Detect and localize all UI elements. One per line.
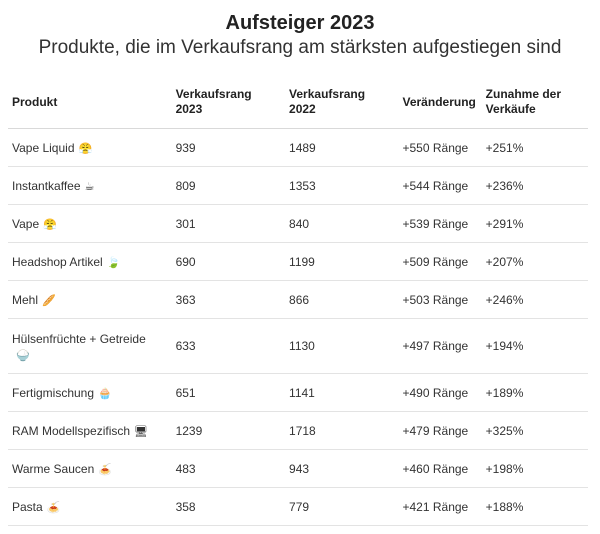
cell-produkt: Hülsenfrüchte + Getreide 🍚 [8, 318, 172, 374]
product-emoji-icon: 🥖 [42, 293, 56, 307]
cell-rang-2022: 1718 [285, 411, 399, 450]
cell-rang-2023: 363 [171, 280, 286, 319]
cell-rang-2023: 301 [171, 204, 286, 243]
cell-produkt: Warme Saucen 🍝 [8, 449, 172, 488]
cell-zunahme: +246% [481, 280, 588, 319]
cell-zunahme: +251% [481, 128, 588, 167]
cell-produkt: Pasta 🍝 [8, 487, 172, 526]
cell-produkt: Instantkaffee ☕ [8, 166, 172, 205]
cell-produkt: Headshop Artikel 🍃 [8, 242, 172, 281]
product-name: Warme Saucen [12, 461, 95, 476]
cell-veraenderung: +479 Ränge [398, 411, 482, 450]
table-row: RAM Modellspezifisch 🖥 1239 1718 +479 Ränge +… [8, 411, 588, 450]
cell-zunahme: +188% [481, 487, 588, 526]
cell-veraenderung: +460 Ränge [398, 449, 482, 488]
product-emoji-icon: 🖥 [134, 424, 149, 438]
product-name: Hülsenfrüchte + Getreide [12, 332, 146, 346]
ranking-table: Produkt Verkaufsrang 2023 Verkaufsrang 2… [8, 76, 588, 526]
cell-produkt: Vape Liquid 😤 [8, 128, 172, 167]
cell-zunahme: +189% [481, 373, 588, 412]
cell-produkt: Vape 😤 [8, 204, 172, 243]
product-name: Vape [12, 216, 40, 231]
table-row: Hülsenfrüchte + Getreide 🍚 633 1130 +497 Rän… [8, 318, 588, 374]
cell-rang-2022: 1130 [285, 318, 399, 374]
product-emoji-icon: 🍚 [16, 349, 30, 362]
product-emoji-icon: ☕ [84, 179, 95, 193]
cell-veraenderung: +503 Ränge [398, 280, 482, 319]
cell-zunahme: +207% [481, 242, 588, 281]
table-row: Headshop Artikel 🍃 690 1199 +509 Ränge +207% [8, 242, 588, 281]
cell-rang-2023: 690 [171, 242, 286, 281]
cell-zunahme: +325% [481, 411, 588, 450]
cell-zunahme: +291% [481, 204, 588, 243]
cell-rang-2022: 1353 [285, 166, 399, 205]
cell-rang-2023: 809 [171, 166, 286, 205]
cell-rang-2022: 779 [285, 487, 399, 526]
cell-zunahme: +194% [481, 318, 588, 374]
cell-rang-2022: 1141 [285, 373, 399, 412]
header-zunahme: Zunahme der Verkäufe [481, 76, 588, 129]
cell-veraenderung: +497 Ränge [398, 318, 482, 374]
cell-rang-2023: 633 [171, 318, 286, 374]
cell-rang-2022: 866 [285, 280, 399, 319]
cell-produkt: Fertigmischung 🧁 [8, 373, 172, 412]
table-row: Fertigmischung 🧁 651 1141 +490 Ränge +189% [8, 373, 588, 412]
cell-produkt: RAM Modellspezifisch 🖥 [8, 411, 172, 450]
cell-zunahme: +236% [481, 166, 588, 205]
table-row: Vape 😤 301 840 +539 Ränge +291% [8, 204, 588, 243]
cell-veraenderung: +509 Ränge [398, 242, 482, 281]
header-produkt: Produkt [8, 76, 172, 129]
cell-veraenderung: +539 Ränge [398, 204, 482, 243]
table-header-row: Produkt Verkaufsrang 2023 Verkaufsrang 2… [8, 76, 588, 129]
header-rang-2022: Verkaufsrang 2022 [285, 76, 399, 129]
cell-rang-2022: 1489 [285, 128, 399, 167]
cell-rang-2023: 1239 [171, 411, 286, 450]
product-emoji-icon: 😤 [43, 217, 57, 231]
table-row: Pasta 🍝 358 779 +421 Ränge +188% [8, 487, 588, 526]
table-body: Vape Liquid 😤 939 1489 +550 Ränge +251% Instan… [8, 128, 588, 526]
cell-veraenderung: +544 Ränge [398, 166, 482, 205]
product-emoji-icon: 🍃 [106, 255, 121, 269]
product-name: Fertigmischung [12, 385, 95, 400]
table-row: Warme Saucen 🍝 483 943 +460 Ränge +198% [8, 449, 588, 488]
chart-title: Aufsteiger 2023 [225, 12, 375, 34]
table-row: Instantkaffee ☕ 809 1353 +544 Ränge +236% [8, 166, 588, 205]
cell-veraenderung: +490 Ränge [398, 373, 482, 412]
product-name: Vape Liquid [12, 140, 75, 155]
cell-veraenderung: +550 Ränge [398, 128, 482, 167]
product-emoji-icon: 🧁 [98, 386, 112, 400]
chart-subtitle: Produkte, die im Verkaufsrang am stärkst… [38, 37, 562, 58]
header-rang-2023: Verkaufsrang 2023 [171, 76, 286, 129]
cell-rang-2022: 1199 [285, 242, 399, 281]
product-name: Pasta [12, 499, 43, 514]
cell-rang-2023: 939 [171, 128, 286, 167]
product-name: Mehl [12, 292, 39, 307]
product-emoji-icon: 🍝 [46, 500, 61, 514]
product-name: Headshop Artikel [12, 254, 103, 269]
table-row: Vape Liquid 😤 939 1489 +550 Ränge +251% [8, 128, 588, 167]
cell-produkt: Mehl 🥖 [8, 280, 172, 319]
cell-rang-2022: 840 [285, 204, 399, 243]
cell-veraenderung: +421 Ränge [398, 487, 482, 526]
product-emoji-icon: 😤 [78, 141, 93, 155]
product-name: Instantkaffee [12, 178, 81, 193]
cell-rang-2023: 358 [171, 487, 286, 526]
table-row: Mehl 🥖 363 866 +503 Ränge +246% [8, 280, 588, 319]
cell-rang-2023: 483 [171, 449, 286, 488]
cell-rang-2022: 943 [285, 449, 399, 488]
product-emoji-icon: 🍝 [98, 462, 112, 476]
header-veraenderung: Veränderung [398, 76, 482, 129]
cell-zunahme: +198% [481, 449, 588, 488]
cell-rang-2023: 651 [171, 373, 286, 412]
product-name: RAM Modellspezifisch [12, 423, 131, 438]
